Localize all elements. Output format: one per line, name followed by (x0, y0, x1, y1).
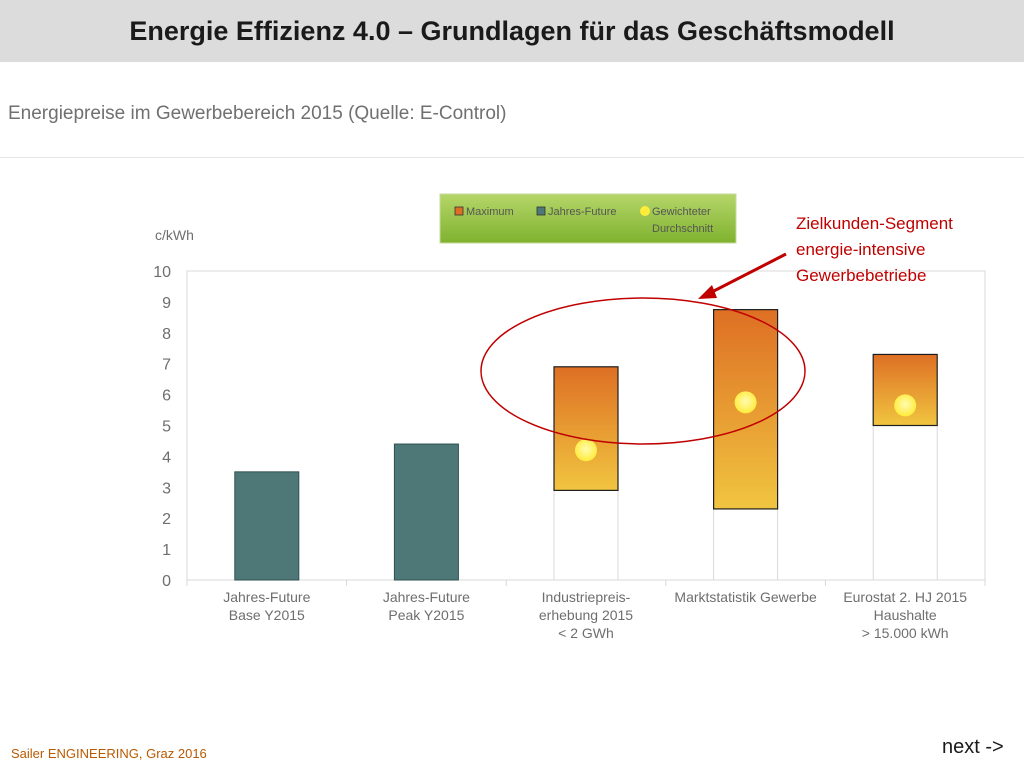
footer-credit: Sailer ENGINEERING, Graz 2016 (11, 746, 207, 761)
y-tick-label: 3 (162, 480, 171, 497)
legend-box (439, 193, 737, 244)
range-base (553, 489, 619, 581)
legend-dot-marker (640, 206, 650, 216)
legend-label: Maximum (466, 206, 514, 218)
range-base (872, 425, 938, 581)
x-tick-label: Eurostat 2. HJ 2015 (843, 589, 967, 605)
y-tick-label: 5 (162, 419, 171, 436)
y-tick-label: 10 (153, 264, 171, 281)
page-title: Energie Effizienz 4.0 – Grundlagen für d… (129, 15, 895, 46)
y-tick-label: 1 (162, 542, 171, 559)
annotation-line: Gewerbebetriebe (796, 266, 927, 285)
y-tick-label: 6 (162, 388, 171, 405)
divider (0, 157, 1024, 158)
legend-label: Durchschnitt (652, 223, 713, 235)
annotation-line: Zielkunden-Segment (796, 214, 953, 233)
x-tick-label: < 2 GWh (558, 625, 614, 641)
x-tick-label: Base Y2015 (229, 607, 305, 623)
y-tick-label: 2 (162, 511, 171, 528)
future-bar (234, 471, 300, 581)
x-tick-label: > 15.000 kWh (862, 625, 949, 641)
y-tick-label: 8 (162, 326, 171, 343)
title-bar: Energie Effizienz 4.0 – Grundlagen für d… (0, 0, 1024, 62)
x-tick-label: erhebung 2015 (539, 607, 633, 623)
average-dot (894, 394, 917, 417)
annotation-line: energie-intensive (796, 240, 926, 259)
x-tick-label: Haushalte (874, 607, 937, 623)
average-dot (734, 391, 757, 414)
annotation-text: Zielkunden-Segment energie-intensive Gew… (796, 211, 953, 289)
x-tick-label: Jahres-Future (223, 589, 310, 605)
chart-subtitle: Energiepreise im Gewerbebereich 2015 (Qu… (8, 103, 507, 124)
range-bar (553, 366, 619, 491)
annotation-ellipse (480, 297, 806, 445)
y-axis-label: c/kWh (155, 227, 194, 243)
legend-label: Jahres-Future (548, 206, 616, 218)
legend-range-marker (454, 206, 464, 216)
x-tick-label: Industriepreis- (542, 589, 631, 605)
x-tick-label: Jahres-Future (383, 589, 470, 605)
x-tick-label: Peak Y2015 (388, 607, 464, 623)
y-tick-label: 7 (162, 357, 171, 374)
next-link[interactable]: next -> (942, 736, 1004, 758)
y-tick-label: 4 (162, 449, 171, 466)
annotation-arrow-head (698, 285, 717, 299)
future-bar (393, 443, 459, 581)
y-tick-label: 9 (162, 295, 171, 312)
legend-future-marker (536, 206, 546, 216)
legend-label: Gewichteter (652, 206, 711, 218)
annotation-arrow-line (705, 252, 787, 297)
y-tick-label: 0 (162, 573, 171, 590)
average-dot (575, 439, 597, 462)
range-base (713, 508, 779, 581)
x-tick-label: Marktstatistik Gewerbe (674, 589, 817, 605)
